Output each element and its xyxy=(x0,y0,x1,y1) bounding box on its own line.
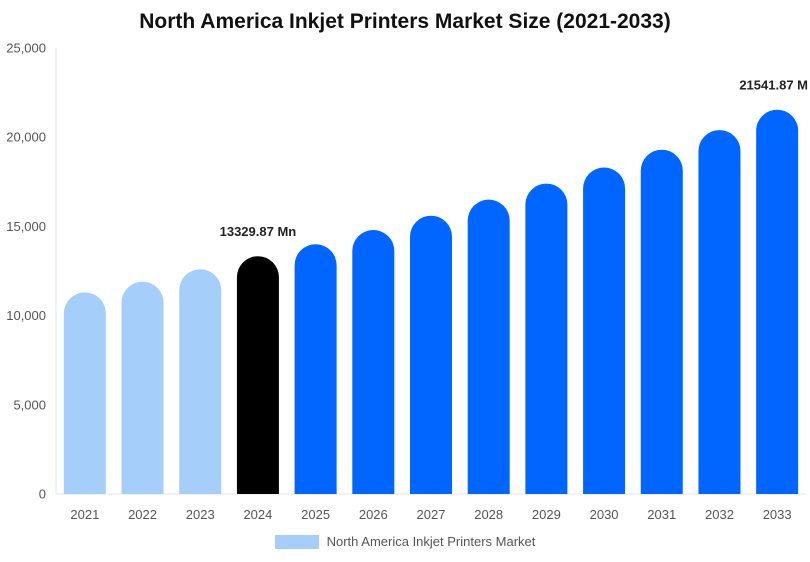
x-tick-label: 2027 xyxy=(417,507,446,522)
data-label-2033: 21541.87 M xyxy=(739,78,808,93)
bar-2025 xyxy=(294,244,337,494)
chart-title: North America Inkjet Printers Market Siz… xyxy=(139,10,671,33)
y-tick-label: 20,000 xyxy=(6,130,46,145)
x-tick-label: 2023 xyxy=(186,507,215,522)
bar-2022 xyxy=(121,281,164,494)
x-tick-label: 2033 xyxy=(763,507,792,522)
bar-2028 xyxy=(467,199,510,494)
bar-2024 xyxy=(236,256,279,494)
bar-2030 xyxy=(583,167,626,494)
y-tick-label: 0 xyxy=(39,487,46,502)
legend: North America Inkjet Printers Market xyxy=(0,534,810,549)
bar-series xyxy=(63,109,799,495)
y-tick-label: 5,000 xyxy=(13,397,46,412)
x-tick-label: 2031 xyxy=(647,507,676,522)
bar-2031 xyxy=(640,149,683,495)
x-tick-label: 2029 xyxy=(532,507,561,522)
bar-2032 xyxy=(698,130,741,494)
x-tick-label: 2024 xyxy=(243,507,272,522)
x-tick-label: 2025 xyxy=(301,507,330,522)
data-annotations: 13329.87 Mn 21541.87 M xyxy=(220,78,808,240)
bar-2021 xyxy=(63,292,106,494)
bar-2033 xyxy=(756,109,799,494)
y-tick-label: 10,000 xyxy=(6,308,46,323)
bar-2023 xyxy=(179,269,222,494)
bar-2026 xyxy=(352,229,395,494)
x-axis-ticks: 2021 2022 2023 2024 2025 2026 2027 2028 2029 2030… xyxy=(70,507,791,522)
x-tick-label: 2030 xyxy=(590,507,619,522)
x-tick-label: 2026 xyxy=(359,507,388,522)
x-tick-label: 2028 xyxy=(474,507,503,522)
y-axis-ticks: 0 5,000 10,000 15,000 20,000 25,000 xyxy=(6,41,46,502)
data-label-2024: 13329.87 Mn xyxy=(220,224,297,239)
x-tick-label: 2022 xyxy=(128,507,157,522)
y-tick-label: 25,000 xyxy=(6,41,46,56)
legend-swatch xyxy=(274,534,319,549)
y-tick-label: 15,000 xyxy=(6,219,46,234)
x-tick-label: 2032 xyxy=(705,507,734,522)
bar-2027 xyxy=(410,215,452,495)
legend-label: North America Inkjet Printers Market xyxy=(326,534,536,549)
bar-2029 xyxy=(525,183,568,495)
x-tick-label: 2021 xyxy=(70,507,99,522)
